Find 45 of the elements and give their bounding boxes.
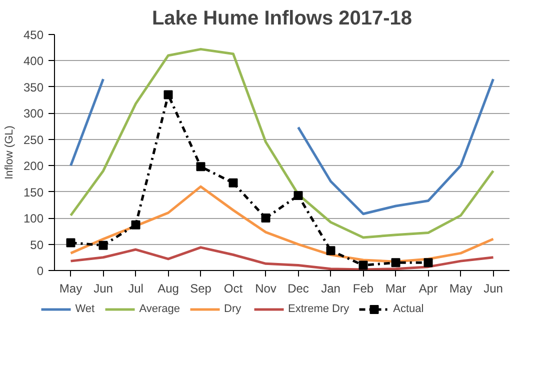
x-tick-label: Jan <box>321 282 340 296</box>
line-series <box>70 246 494 270</box>
x-tick-label: May <box>449 282 472 296</box>
x-tick-label: Jun <box>94 282 113 296</box>
y-tick-label: 100 <box>23 212 44 226</box>
point <box>391 258 400 268</box>
point <box>326 246 336 256</box>
line-series <box>70 48 494 239</box>
y-tick-label: 400 <box>23 54 44 68</box>
point <box>294 191 303 200</box>
x-tick-label: Feb <box>352 282 374 296</box>
x-tick-label: Jun <box>484 282 503 296</box>
x-tick-label: Aug <box>158 282 179 296</box>
y-tick-label: 300 <box>23 106 44 121</box>
x-tick-label: Mar <box>385 282 406 296</box>
y-tick-label: 450 <box>23 28 44 42</box>
x-tick-label: Nov <box>255 282 276 296</box>
point <box>358 260 368 270</box>
y-tick-label: 150 <box>23 185 44 200</box>
point <box>98 240 108 250</box>
y-axis-title: Inflow (GL) <box>3 126 16 180</box>
x-tick-label: Oct <box>224 282 244 296</box>
legend-label: Dry <box>224 303 242 315</box>
y-tick-label: 200 <box>23 159 44 174</box>
point <box>228 178 238 188</box>
y-tick-label: 0 <box>36 264 44 278</box>
legend-label: Actual <box>393 303 424 315</box>
point <box>261 214 270 223</box>
y-tick-label: 350 <box>23 80 44 94</box>
x-tick-label: May <box>59 282 82 296</box>
x-tick-label: Jul <box>128 282 144 296</box>
x-tick-label: Dec <box>288 282 309 296</box>
y-tick-label: 250 <box>23 132 44 147</box>
point <box>424 258 433 268</box>
point <box>164 90 173 100</box>
point <box>196 162 206 172</box>
point <box>66 238 76 248</box>
legend-label: Average <box>139 303 180 315</box>
point <box>131 220 140 230</box>
x-tick-label: Sep <box>190 282 212 296</box>
legend-label: Extreme Dry <box>288 303 350 315</box>
chart-title: Lake Hume Inflows 2017-18 <box>152 8 412 30</box>
y-tick-label: 50 <box>30 238 44 252</box>
legend-label: Wet <box>75 303 96 315</box>
x-tick-label: Apr <box>418 282 438 296</box>
